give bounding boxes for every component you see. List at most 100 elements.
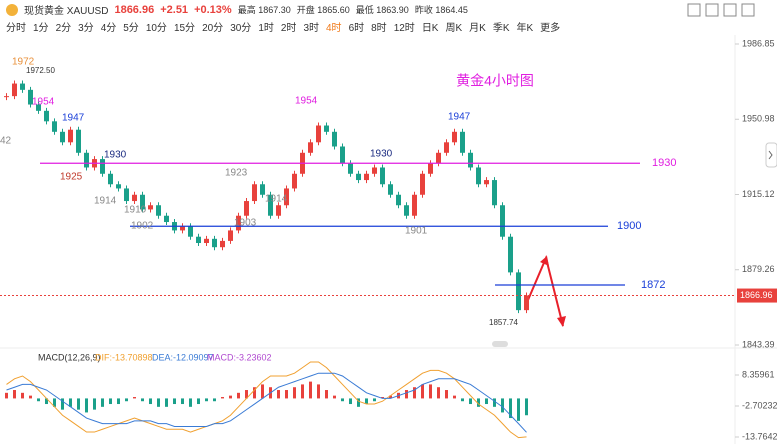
macd-bar [69,398,72,407]
macd-bar [189,398,192,407]
candle [436,152,441,164]
timeframe[interactable]: 20分 [202,23,224,34]
timeframe[interactable]: 日K [421,23,439,34]
timeframe[interactable]: 周K [445,23,463,34]
timeframe[interactable]: 3分 [78,23,94,34]
annotation: 1902 [131,221,154,232]
candle [268,194,273,216]
timeframe[interactable]: 1分 [33,23,49,34]
y-tick-label: 1879.26 [742,264,775,274]
macd-bar [237,392,240,399]
candle [348,163,353,174]
macd-bar [261,384,264,399]
annotation: 1930 [370,149,393,160]
candle [132,194,137,202]
icon[interactable] [705,3,719,17]
icon[interactable] [687,3,701,17]
timeframe[interactable]: 5分 [123,23,139,34]
y-tick-label: -2.70232 [742,400,777,410]
macd-bar [133,397,136,399]
candle [188,226,193,237]
timeframe[interactable]: 15分 [173,23,196,34]
macd-bar [381,397,384,399]
macd-bar [213,398,216,402]
macd-bar [413,387,416,399]
timeframe[interactable]: 8时 [371,23,387,34]
macd-bar [285,390,288,399]
annotation: 42 [0,136,12,147]
candle [420,173,425,195]
macd-bar [445,390,448,399]
prev-close: 昨收 1864.45 [414,5,468,15]
timeframe[interactable]: 4时 [326,23,342,34]
icon[interactable] [741,3,755,17]
candle [12,83,17,97]
timeframe[interactable]: 1时 [258,23,274,34]
timeframe[interactable]: 年K [516,23,534,34]
macd-bar [245,390,248,399]
candle [84,152,89,168]
arrow-head [540,256,566,327]
y-tick-label: 1986.85 [742,38,775,48]
timeframe[interactable]: 12时 [393,23,415,34]
candle [228,230,233,241]
timeframe[interactable]: 3时 [303,23,319,34]
toolbar-icons [687,3,755,17]
price: 1866.96 [114,3,155,16]
macd-bar [437,387,440,399]
macd-bar [5,392,8,399]
scrollbar[interactable] [492,341,508,347]
timeframe[interactable]: 季K [492,23,510,34]
candle [340,146,345,164]
candle [236,215,241,231]
candle [220,240,225,248]
timeframe[interactable]: 2时 [280,23,297,34]
chart-title: 黄金4小时图 [456,73,534,89]
level-label: 1872 [641,279,665,291]
timeframe[interactable]: 月K [469,23,486,34]
macd-bar [461,398,464,402]
macd-bar [101,398,104,407]
annotation: 1947 [448,112,471,123]
annotation: 1947 [62,113,85,124]
candle [356,173,361,181]
candle [364,173,369,181]
candle [292,173,297,189]
candle [468,152,473,168]
candle [444,142,449,153]
candle [164,215,169,223]
macd-bar [517,398,520,421]
icon[interactable] [723,3,737,17]
macd-bar [309,381,312,399]
candle [484,180,489,185]
macd-bar [509,398,512,419]
candle [140,194,145,210]
timeframe[interactable]: 分时 [6,23,26,34]
candle [388,184,393,195]
candle [380,167,385,185]
candle [124,188,129,202]
macd-bar [453,395,456,399]
macd-bar [293,387,296,399]
timeframe[interactable]: 更多 [540,23,561,34]
macd-bar [165,398,168,407]
macd-bar [477,398,480,407]
candle [156,205,161,216]
macd-title: MACD(12,26,9) [38,352,101,362]
timeframe[interactable]: 2分 [55,23,72,34]
candle [180,226,185,231]
timeframe[interactable]: 30分 [230,23,252,34]
macd-bar [389,395,392,399]
timeframe[interactable]: 4分 [100,23,117,34]
macd-bar [45,398,48,405]
low: 最低 1863.90 [355,5,409,15]
candle [116,184,121,189]
macd-bar [53,398,56,407]
macd-bar [13,390,16,399]
timeframe[interactable]: 10分 [145,23,167,34]
macd-bar [301,384,304,399]
timeframe[interactable]: 6时 [348,23,365,34]
legend-entry: DEA:-12.09097 [152,352,214,362]
